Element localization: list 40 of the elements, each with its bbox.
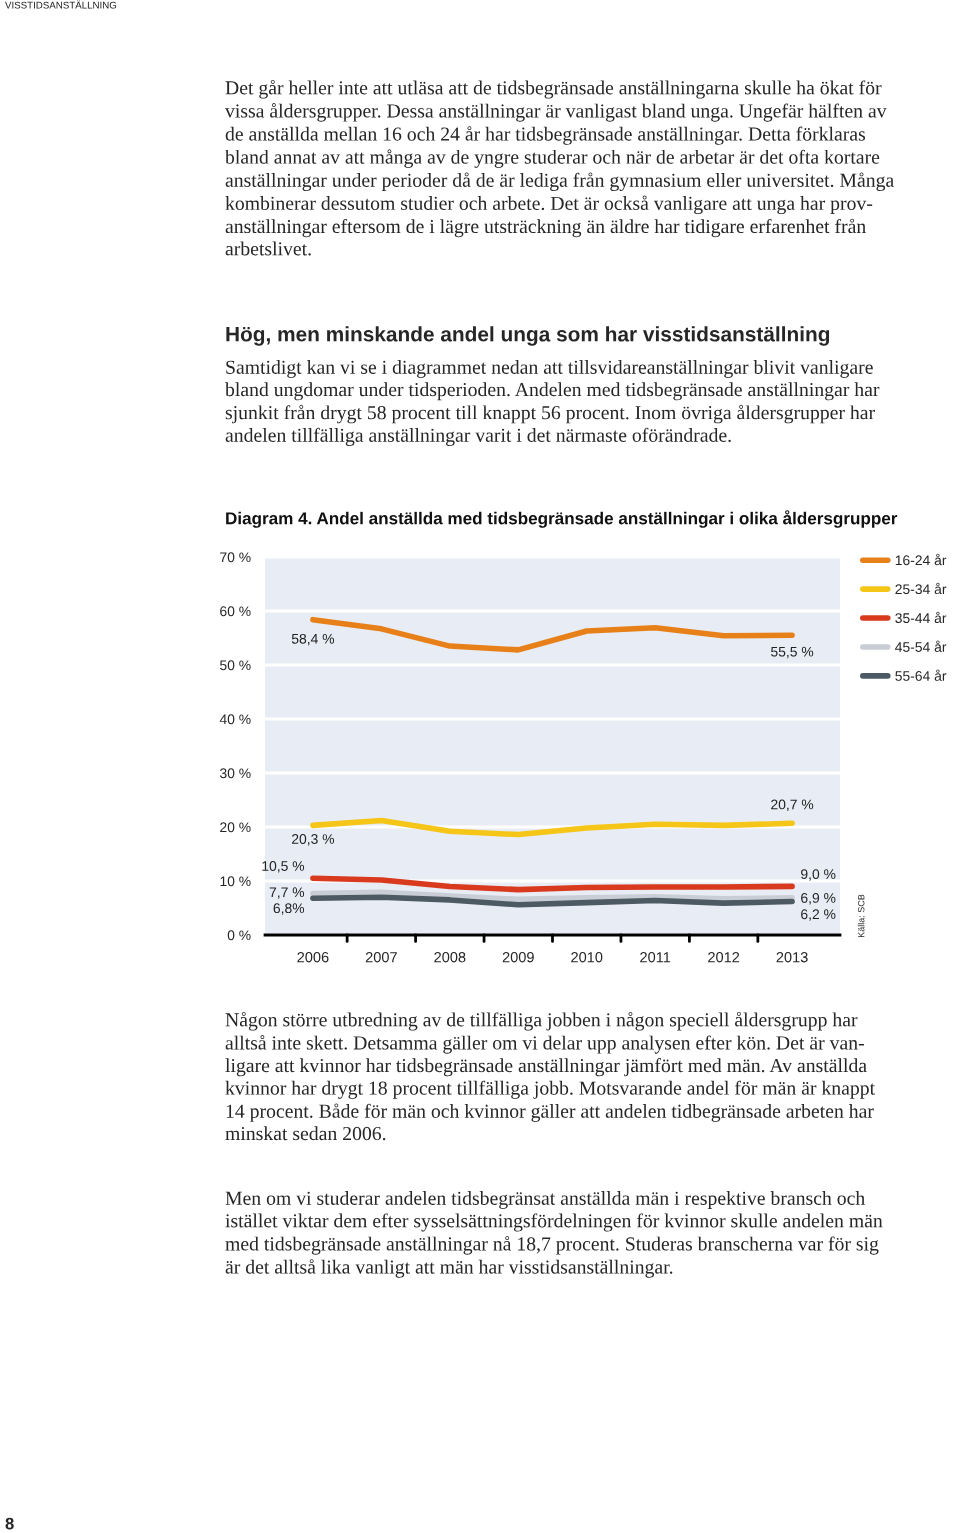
data-label: 20,3 %: [292, 834, 335, 846]
text: Samtidigt kan vi se i diagrammet nedan att tillsvidareanställningar blivit vanligare bland ungdomar under tidsperioden. Andelen med tidsbegränsade anställningar har sjunkit från drygt 58 procent till knappt 56 procent. Inom övriga åldersgrupper har andelen tillfälliga anställningar varit i det närmaste oförändrade.: [225, 360, 880, 446]
text: Någon större utbredning av de tillfälliga jobben i någon speciell åldersgrupp har alltså inte skett. Detsamma gäller om vi delar upp analysen efter kön. Det är van- ligare att kvinnor har tidsbegränsade anställningar jämfört med män. Av anställda kvinnor har drygt 18 procent tillfälliga jobb. Motsvarande andel för män är knappt 14 procent. Både för män och kvinnor gäller att andelen tidbegränsade arbeten har minskat sedan 2006.: [225, 1012, 875, 1141]
text: Källa: SCB: [857, 894, 865, 938]
data-label: 6,9 %: [801, 893, 836, 905]
x-tick-label: 2010: [571, 952, 603, 963]
data-label: 10,5 %: [262, 861, 305, 873]
x-tick-label: 2013: [776, 952, 808, 963]
x-tick-label: 2007: [365, 952, 397, 963]
y-tick-label: 0 %: [227, 930, 251, 941]
text: Men om vi studerar andelen tidsbegränsat anställda män i respektive bransch och istället viktar dem efter sysselsättningsfördelningen för kvinnor skulle andelen män med tidsbegränsade anställningar nå 18,7 procent. Studeras branscherna var för sig är det alltså lika vanligt att män har visstidsanställningar.: [225, 1191, 883, 1278]
data-label: 58,4 %: [291, 633, 335, 646]
x-tick-label: 2006: [297, 952, 329, 963]
x-tick-label: 2012: [708, 952, 740, 963]
data-label: 55,5 %: [771, 646, 814, 659]
y-tick-label: 70 %: [220, 552, 251, 563]
legend-label: 55-64 år: [895, 669, 947, 681]
text: Hög, men minskande andel unga som har visstidsanställning: [226, 326, 830, 346]
text: 8: [5, 1517, 14, 1530]
data-label: 20,7 %: [771, 799, 814, 811]
y-tick-label: 20 %: [220, 822, 251, 833]
data-label: 6,2 %: [801, 909, 836, 921]
y-tick-label: 30 %: [219, 768, 251, 779]
legend-label: 25-34 år: [895, 582, 947, 595]
text: VISSTIDSANSTÄLLNING: [5, 0, 117, 9]
data-label: 6,8%: [273, 903, 305, 915]
legend-label: 45-54 år: [895, 640, 947, 652]
x-tick-label: 2008: [434, 952, 466, 963]
legend-label: 16-24 år: [895, 553, 947, 566]
chart-title: Diagram 4. Andel anställda med tidsbegränsade anställningar i olika åldersgrupper: [226, 510, 898, 528]
data-label: 9,0 %: [801, 869, 836, 881]
x-tick-label: 2009: [502, 952, 534, 963]
x-tick-label: 2011: [640, 952, 671, 963]
legend-label: 35-44 år: [895, 611, 947, 624]
text: Det går heller inte att utläsa att de tidsbegränsade anställningarna skulle ha ökat för vissa åldersgrupper. Dessa anställningar är vanligast bland unga. Ungefär hälften av de anställda mellan 16 och 24 år har tidsbegränsade anställningar. Detta förklaras bland annat av att många av de yngre studerar och när de arbetar är det ofta kortare anställningar under perioder då de är lediga från gymnasium eller universitet. Många kombinerar dessutom studier och arbete. Det är också vanligare att unga har prov- anställningar eftersom de i lägre utsträckning än äldre har tidigare erfarenhet från arbetslivet.: [225, 80, 894, 256]
y-tick-label: 50 %: [220, 660, 251, 671]
data-label: 7,7 %: [269, 887, 305, 899]
y-tick-label: 60 %: [220, 606, 251, 617]
y-tick-label: 40 %: [219, 714, 251, 725]
y-tick-label: 10 %: [220, 876, 251, 887]
